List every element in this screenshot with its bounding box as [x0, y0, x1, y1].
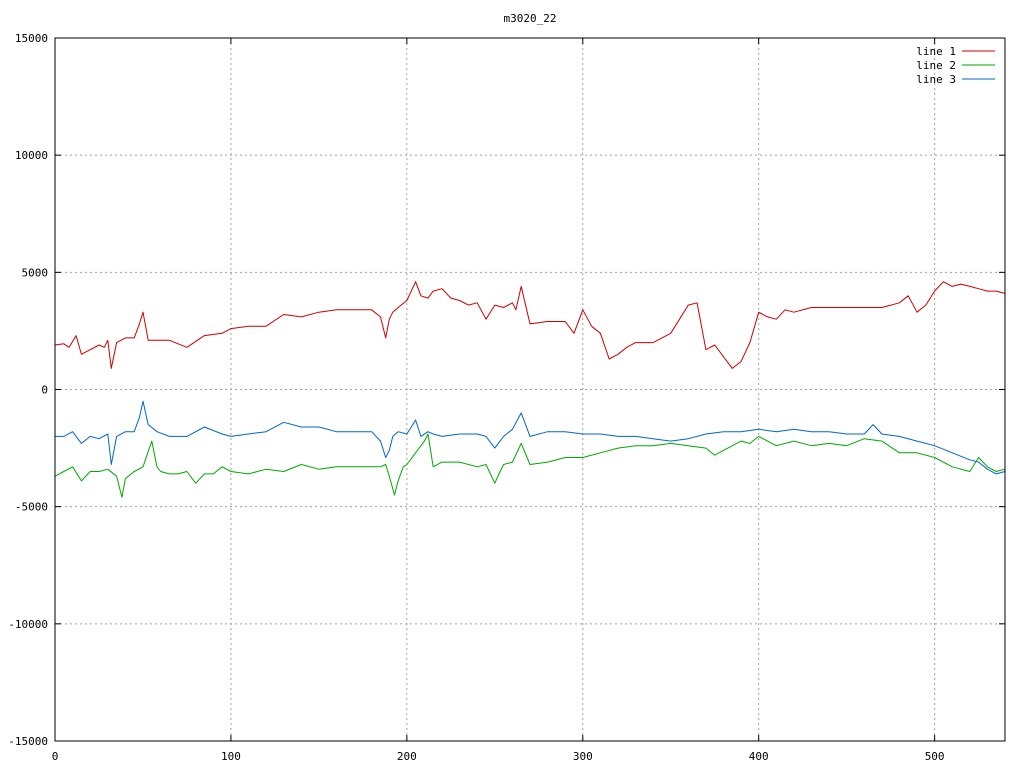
- legend-label: line 3: [916, 73, 956, 86]
- y-tick-label: 0: [41, 384, 48, 397]
- y-tick-labels: -15000 -10000 -5000 0 5000 10000 15000: [8, 32, 48, 748]
- series-line-1: [54, 281, 1006, 369]
- grid: [55, 38, 1005, 741]
- series-group: [54, 281, 1006, 498]
- x-tick-label: 200: [397, 750, 417, 763]
- tick-marks: [54, 37, 1005, 742]
- series-line-3: [55, 400, 1006, 475]
- chart-title: m3020_22: [504, 12, 557, 25]
- series-line-2: [54, 433, 1006, 498]
- x-tick-label: 300: [573, 750, 593, 763]
- y-tick-label: -5000: [15, 501, 48, 514]
- x-tick-label: 0: [52, 750, 59, 763]
- legend-label: line 2: [916, 59, 956, 72]
- x-tick-label: 400: [749, 750, 769, 763]
- x-tick-label: 500: [925, 750, 945, 763]
- x-tick-label: 100: [221, 750, 241, 763]
- x-tick-labels: 0 100 200 300 400 500: [52, 750, 945, 763]
- y-tick-label: -10000: [8, 618, 48, 631]
- y-tick-label: -15000: [8, 735, 48, 748]
- legend-label: line 1: [916, 45, 956, 58]
- y-tick-label: 10000: [15, 149, 48, 162]
- y-tick-label: 15000: [15, 32, 48, 45]
- y-tick-label: 5000: [22, 266, 49, 279]
